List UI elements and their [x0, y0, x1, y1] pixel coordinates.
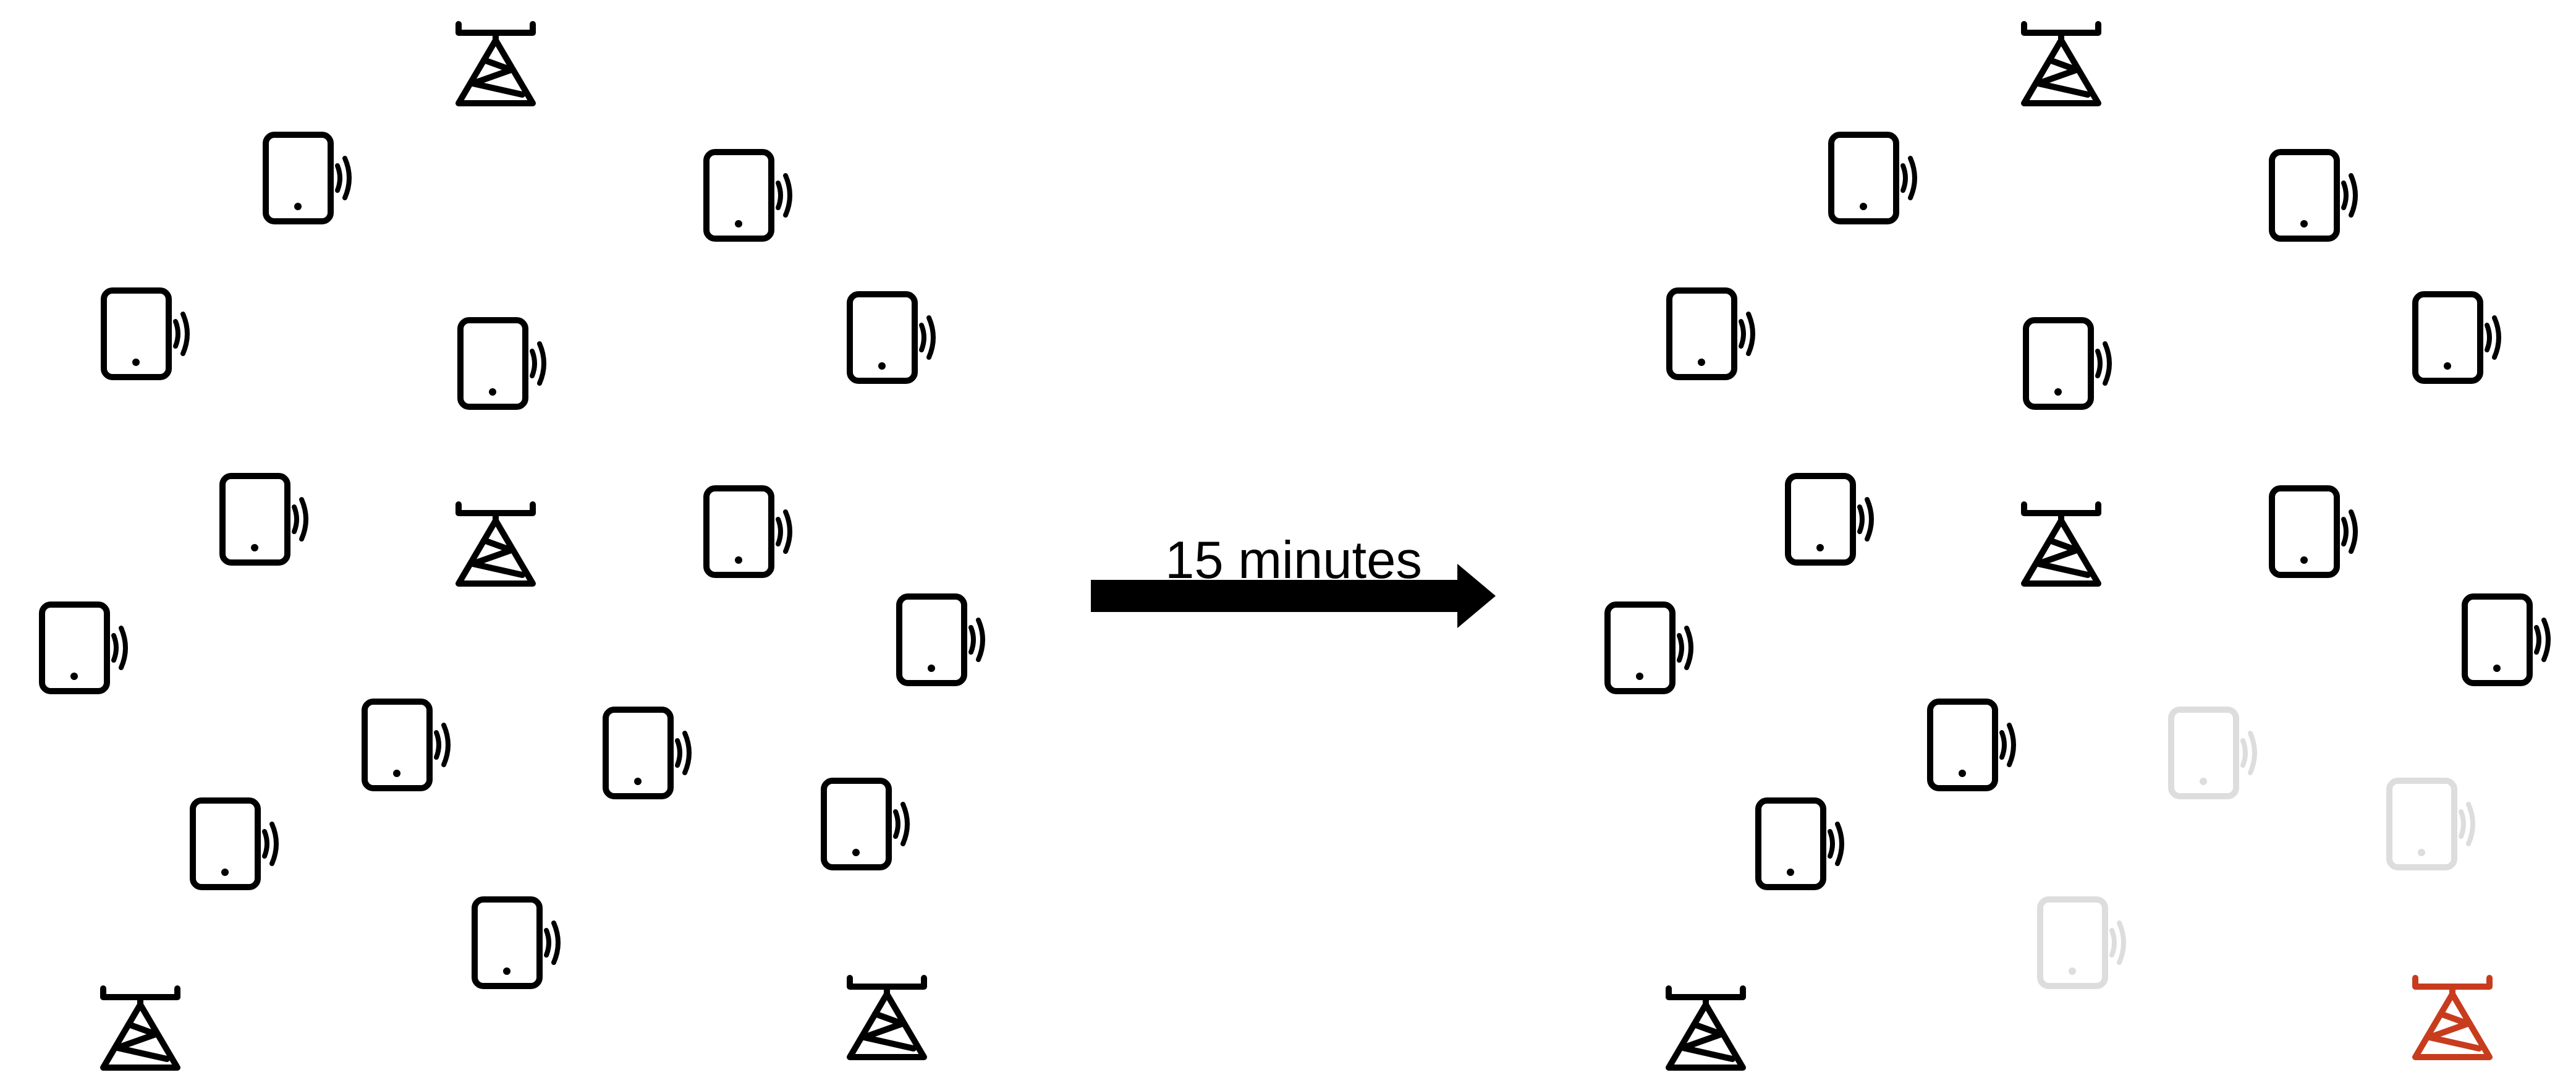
mobile-device-icon	[899, 597, 983, 683]
mobile-device-icon	[193, 801, 276, 887]
cell-tower-icon	[850, 978, 924, 1057]
cell-tower-icon	[2024, 24, 2098, 103]
mobile-device-icon	[1669, 291, 1753, 377]
cell-tower-icon	[1669, 988, 1743, 1068]
arrow-head	[1457, 564, 1496, 628]
mobile-device-icon	[222, 476, 306, 563]
cell-tower-icon	[2024, 504, 2098, 584]
mobile-device-icon	[850, 294, 933, 381]
mobile-device-icon	[104, 291, 187, 377]
mobile-device-icon	[1831, 135, 1915, 221]
arrow-label: 15 minutes	[1165, 531, 1422, 590]
mobile-device-icon	[2389, 781, 2473, 867]
mobile-device-icon	[706, 152, 790, 239]
mobile-device-icon	[475, 899, 558, 986]
mobile-device-icon	[824, 781, 907, 867]
after-state	[1608, 24, 2548, 1068]
mobile-device-icon	[1608, 605, 1691, 691]
mobile-device-icon	[365, 702, 448, 788]
cell-tower-icon	[103, 988, 177, 1068]
mobile-device-icon	[42, 605, 125, 691]
mobile-device-icon	[266, 135, 349, 221]
mobile-device-icon	[2415, 294, 2499, 381]
mobile-device-icon	[2272, 488, 2355, 575]
mobile-device-icon	[2171, 710, 2255, 796]
mobile-device-icon	[2026, 320, 2109, 407]
mobile-device-icon	[1930, 702, 2014, 788]
mobile-device-icon	[706, 488, 790, 575]
mobile-device-icon	[606, 710, 689, 796]
before-state	[42, 24, 983, 1068]
cell-tower-icon	[2415, 978, 2489, 1057]
arrow-shaft	[1091, 580, 1462, 612]
mobile-device-icon	[2272, 152, 2355, 239]
mobile-device-icon	[2040, 899, 2124, 986]
mobile-device-icon	[1788, 476, 1871, 563]
mobile-device-icon	[2465, 597, 2548, 683]
mobile-device-icon	[1758, 801, 1842, 887]
cell-tower-icon	[459, 24, 533, 103]
transition-arrow: 15 minutes	[1091, 531, 1496, 628]
mobile-device-icon	[460, 320, 544, 407]
cell-tower-icon	[459, 504, 533, 584]
